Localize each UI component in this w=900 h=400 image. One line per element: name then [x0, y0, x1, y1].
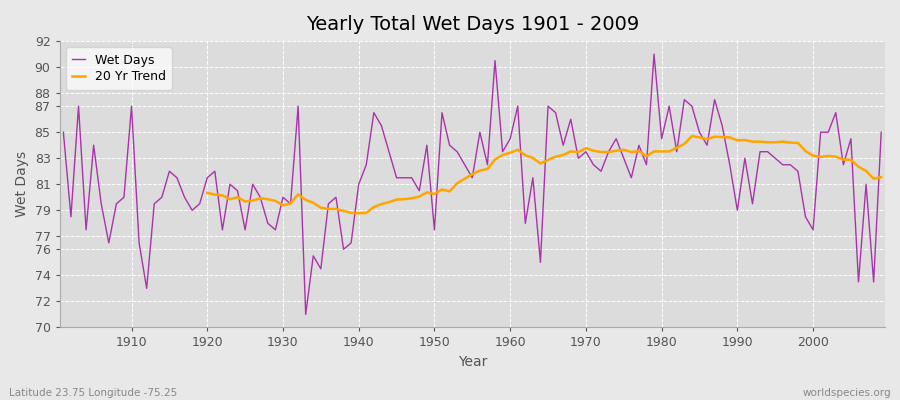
Wet Days [512, 104, 523, 108]
20 Yr Trend [793, 140, 804, 145]
20 Yr Trend [354, 211, 364, 216]
Wet Days [58, 130, 68, 135]
Wet Days [285, 201, 296, 206]
Wet Days [301, 312, 311, 317]
Wet Days [505, 136, 516, 141]
Wet Days [338, 247, 349, 252]
20 Yr Trend [778, 139, 788, 144]
Line: Wet Days: Wet Days [63, 54, 881, 314]
Text: Latitude 23.75 Longitude -75.25: Latitude 23.75 Longitude -75.25 [9, 388, 177, 398]
20 Yr Trend [687, 134, 698, 138]
20 Yr Trend [414, 194, 425, 199]
Wet Days [603, 149, 614, 154]
20 Yr Trend [876, 175, 886, 180]
Line: 20 Yr Trend: 20 Yr Trend [207, 136, 881, 213]
20 Yr Trend [202, 190, 212, 195]
Wet Days [119, 195, 130, 200]
Text: worldspecies.org: worldspecies.org [803, 388, 891, 398]
Wet Days [876, 130, 886, 135]
20 Yr Trend [860, 168, 871, 173]
20 Yr Trend [679, 142, 689, 146]
20 Yr Trend [292, 192, 303, 197]
Y-axis label: Wet Days: Wet Days [15, 151, 29, 217]
X-axis label: Year: Year [457, 355, 487, 369]
Title: Yearly Total Wet Days 1901 - 2009: Yearly Total Wet Days 1901 - 2009 [306, 15, 639, 34]
Wet Days [649, 52, 660, 56]
Legend: Wet Days, 20 Yr Trend: Wet Days, 20 Yr Trend [66, 47, 172, 90]
